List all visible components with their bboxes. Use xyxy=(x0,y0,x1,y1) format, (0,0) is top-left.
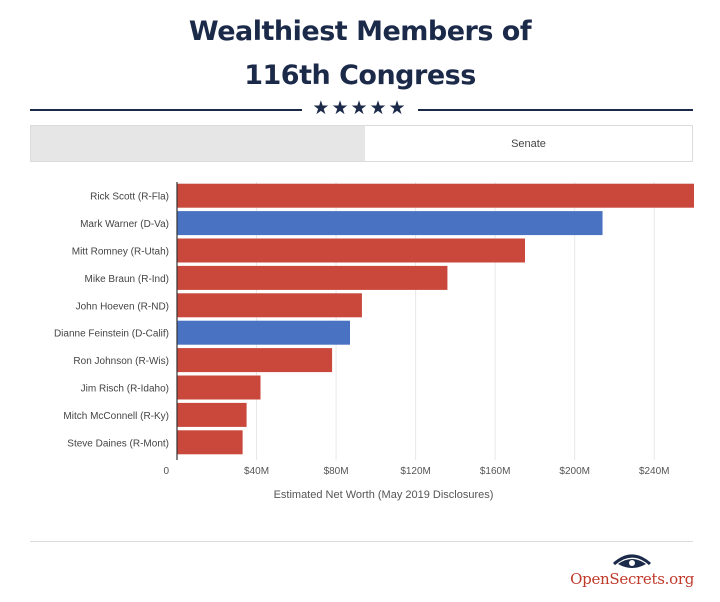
x-tick-label-4: $160M xyxy=(480,466,511,477)
category-label-0: Rick Scott (R-Fla) xyxy=(90,192,169,203)
x-tick-label-5: $200M xyxy=(559,466,590,477)
category-label-8: Mitch McConnell (R-Ky) xyxy=(63,411,169,422)
title-line-1: Wealthiest Members of xyxy=(188,16,532,47)
x-tick-label-0: 0 xyxy=(163,466,169,477)
category-label-9: Steve Daines (R-Mont) xyxy=(67,438,169,449)
title-divider-left xyxy=(30,109,302,111)
chamber-tabs: Senate xyxy=(30,125,693,162)
chart-title: Wealthiest Members of 116th Congress xyxy=(0,10,720,98)
bar-5 xyxy=(177,320,350,345)
bar-0 xyxy=(177,183,694,208)
brand-name[interactable]: OpenSecrets.org xyxy=(570,570,694,588)
eye-icon xyxy=(613,554,652,568)
category-label-1: Mark Warner (D-Va) xyxy=(80,219,169,230)
x-tick-label-1: $40M xyxy=(244,466,269,477)
stars-decoration: ★★★★★ xyxy=(312,97,408,119)
x-tick-label-2: $80M xyxy=(324,466,349,477)
title-divider-right xyxy=(418,109,693,111)
title-line-2: 116th Congress xyxy=(244,60,476,91)
brand-logo[interactable]: OpenSecrets.org xyxy=(570,552,694,588)
bar-1 xyxy=(177,211,603,236)
tab-senate[interactable]: Senate xyxy=(365,126,692,161)
category-label-7: Jim Risch (R-Idaho) xyxy=(81,384,169,395)
bar-4 xyxy=(177,293,362,318)
category-label-6: Ron Johnson (R-Wis) xyxy=(73,356,169,367)
bar-9 xyxy=(177,430,243,455)
tab-house[interactable] xyxy=(31,126,365,161)
category-label-5: Dianne Feinstein (D-Calif) xyxy=(54,329,169,340)
footer-divider xyxy=(30,541,693,542)
bar-6 xyxy=(177,348,333,373)
category-label-3: Mike Braun (R-Ind) xyxy=(85,274,169,285)
x-tick-label-6: $240M xyxy=(639,466,670,477)
bar-8 xyxy=(177,402,247,427)
category-label-2: Mitt Romney (R-Utah) xyxy=(72,247,169,258)
bar-2 xyxy=(177,238,525,263)
x-axis-title: Estimated Net Worth (May 2019 Disclosure… xyxy=(274,489,494,501)
bar-7 xyxy=(177,375,261,400)
bar-3 xyxy=(177,265,448,290)
x-tick-label-3: $120M xyxy=(400,466,431,477)
category-label-4: John Hoeven (R-ND) xyxy=(76,301,169,312)
